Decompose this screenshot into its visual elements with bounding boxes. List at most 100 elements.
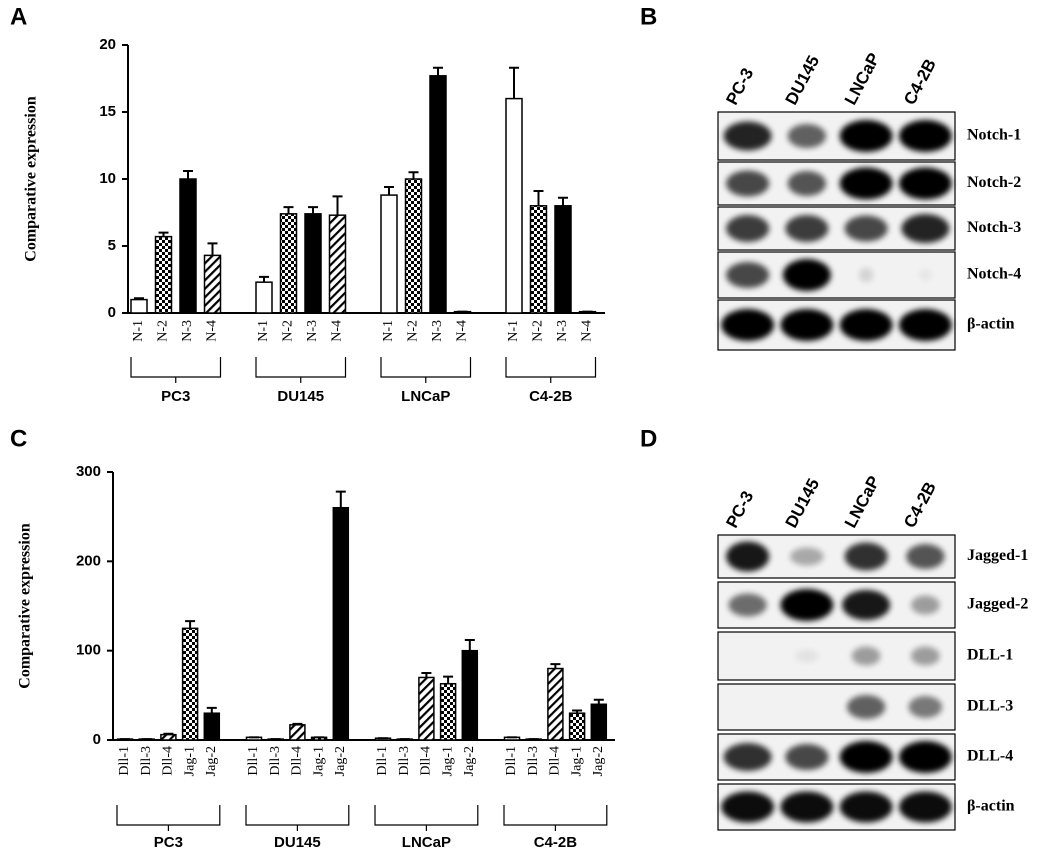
protein-label: β-actin [967, 316, 1015, 333]
x-tick-label: Dll-3 [526, 746, 541, 776]
bar [404, 178, 423, 314]
x-tick-label: N-4 [455, 320, 470, 342]
blot-band [726, 215, 770, 242]
x-tick-label: Dll-1 [504, 746, 519, 776]
y-tick-label: 15 [99, 103, 116, 120]
blot-band [723, 743, 772, 771]
bar [203, 254, 222, 314]
blot-band [782, 259, 831, 291]
blot-band [839, 309, 893, 341]
bar [203, 712, 221, 741]
bar [279, 213, 298, 314]
protein-label: Notch-4 [967, 266, 1021, 283]
x-tick-label: Jag-2 [462, 746, 477, 776]
group-bracket [503, 805, 608, 831]
group-bracket [380, 357, 472, 383]
bar [380, 194, 398, 314]
protein-label: Notch-3 [967, 219, 1021, 236]
bar [130, 298, 148, 314]
blot-band [721, 309, 775, 341]
blot-band [780, 309, 834, 341]
protein-label: β-actin [967, 798, 1015, 815]
bar [181, 627, 199, 741]
blot-band [723, 121, 772, 151]
bar [429, 75, 447, 314]
y-axis-label: Comparative expression [23, 96, 40, 262]
error-bar [433, 66, 443, 76]
x-tick-label: N-4 [205, 320, 220, 342]
protein-label: Notch-2 [967, 174, 1021, 191]
blot-band [839, 791, 893, 823]
lane-label: C4-2B [900, 56, 940, 108]
y-tick-label: 20 [99, 36, 116, 53]
bar [590, 703, 608, 741]
x-tick-label: Dll-1 [375, 746, 390, 776]
blot-band [785, 744, 829, 770]
bar [154, 235, 173, 314]
error-bar [421, 672, 432, 678]
group-label: DU145 [277, 388, 324, 405]
error-bar [593, 698, 604, 705]
bar [255, 281, 273, 314]
bar [568, 712, 586, 741]
bar [461, 649, 479, 741]
x-tick-label: Jag-1 [569, 746, 584, 776]
x-tick-label: Dll-4 [290, 746, 305, 776]
bar [332, 506, 350, 741]
blot-band [898, 309, 952, 341]
group-label: LNCaP [402, 834, 451, 851]
blot-band [918, 268, 933, 282]
x-tick-label: N-1 [506, 320, 521, 342]
bar [179, 178, 197, 314]
lane-label: LNCaP [841, 50, 884, 108]
x-tick-label: N-2 [156, 320, 171, 342]
bar [505, 97, 523, 314]
blot-band [794, 649, 819, 663]
protein-label: Jagged-1 [967, 547, 1028, 564]
x-tick-label: Dll-3 [268, 746, 283, 776]
bar [304, 213, 322, 314]
x-tick-label: Jag-2 [591, 746, 606, 776]
error-bar [335, 490, 346, 508]
blot-band [844, 542, 888, 571]
error-bar [134, 297, 144, 300]
lane-label: DU145 [782, 475, 824, 531]
protein-label: DLL-3 [967, 698, 1013, 715]
blot-band [728, 593, 767, 617]
error-bar [163, 732, 174, 735]
error-bar [283, 206, 294, 214]
error-bar [443, 675, 454, 684]
panel-letter: B [640, 3, 657, 30]
group-label: C4-2B [529, 388, 573, 405]
x-tick-label: N-1 [256, 320, 271, 342]
bar [418, 676, 435, 741]
group-label: DU145 [274, 834, 321, 851]
error-bar [550, 663, 561, 669]
error-bar [206, 706, 217, 714]
blot-band [726, 262, 770, 288]
group-bracket [130, 357, 222, 383]
x-tick-label: N-1 [131, 320, 146, 342]
blot-band [844, 215, 888, 242]
x-tick-label: N-2 [531, 320, 546, 342]
lane-label: C4-2B [900, 479, 940, 531]
group-bracket [116, 805, 221, 831]
x-tick-label: Dll-4 [548, 746, 563, 776]
x-tick-label: Jag-2 [204, 746, 219, 776]
blot-band [839, 167, 893, 200]
blot-band [910, 595, 940, 615]
blot-band [910, 646, 940, 666]
group-label: LNCaP [401, 388, 450, 405]
blot-band [787, 124, 827, 148]
blot-band [846, 695, 886, 719]
x-tick-label: Dll-3 [397, 746, 412, 776]
x-tick-label: N-3 [555, 320, 570, 342]
error-bar [207, 242, 218, 256]
blot-band [898, 741, 952, 773]
x-tick-label: N-1 [381, 320, 396, 342]
error-bar [308, 206, 318, 214]
error-bar [185, 620, 196, 629]
y-axis-label: Comparative expression [17, 523, 34, 689]
y-tick-label: 100 [76, 642, 101, 659]
